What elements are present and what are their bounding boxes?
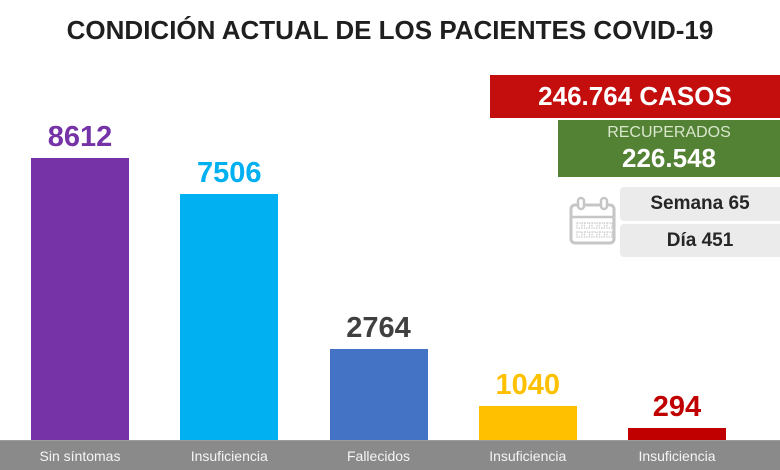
bar-column: 2764	[329, 312, 428, 440]
bar-value-label: 8612	[47, 121, 113, 153]
day-row: Día 451	[620, 224, 780, 257]
day-row-text: Día 451	[666, 229, 734, 251]
week-row: Semana 65	[620, 187, 780, 221]
bar-category-label: Insuficiencia	[489, 447, 567, 464]
bar	[628, 428, 726, 440]
bar	[31, 158, 129, 440]
bar-value-label: 7506	[196, 157, 262, 189]
bar-column: 7506	[180, 157, 279, 440]
cases-banner: 246.764 CASOS	[490, 75, 780, 118]
bar-value-label: 2764	[346, 312, 411, 344]
week-row-text: Semana 65	[650, 193, 750, 214]
bar	[180, 194, 279, 440]
bar	[478, 406, 577, 440]
cases-banner-text: 246.764 CASOS	[538, 81, 732, 111]
calendar-icon	[569, 196, 616, 245]
bar-column: 8612	[31, 123, 129, 440]
recovered-banner: RECUPERADOS 226.548	[558, 120, 780, 177]
bar	[329, 349, 428, 440]
recovered-label: RECUPERADOS	[607, 124, 731, 142]
bar-category-label: Insuficiencia	[638, 447, 716, 464]
bar-category-label: Fallecidos	[346, 447, 411, 464]
category-band: Sin síntomas Insuficiencia Fallecidos Insuf…	[0, 440, 780, 470]
bar-column: 294	[628, 393, 726, 440]
bar-value-label: 294	[652, 391, 702, 423]
bar-value-label: 1040	[495, 369, 560, 401]
bar-category-label: Insuficiencia	[190, 447, 268, 464]
bar-chart: 8612 7506 2764 1040 294	[0, 123, 780, 440]
bar-category-label: Sin síntomas	[39, 447, 121, 464]
bar-column: 1040	[478, 369, 577, 440]
chart-title: CONDICIÓN ACTUAL DE LOS PACIENTES COVID-…	[66, 15, 714, 45]
recovered-value: 226.548	[622, 142, 716, 173]
